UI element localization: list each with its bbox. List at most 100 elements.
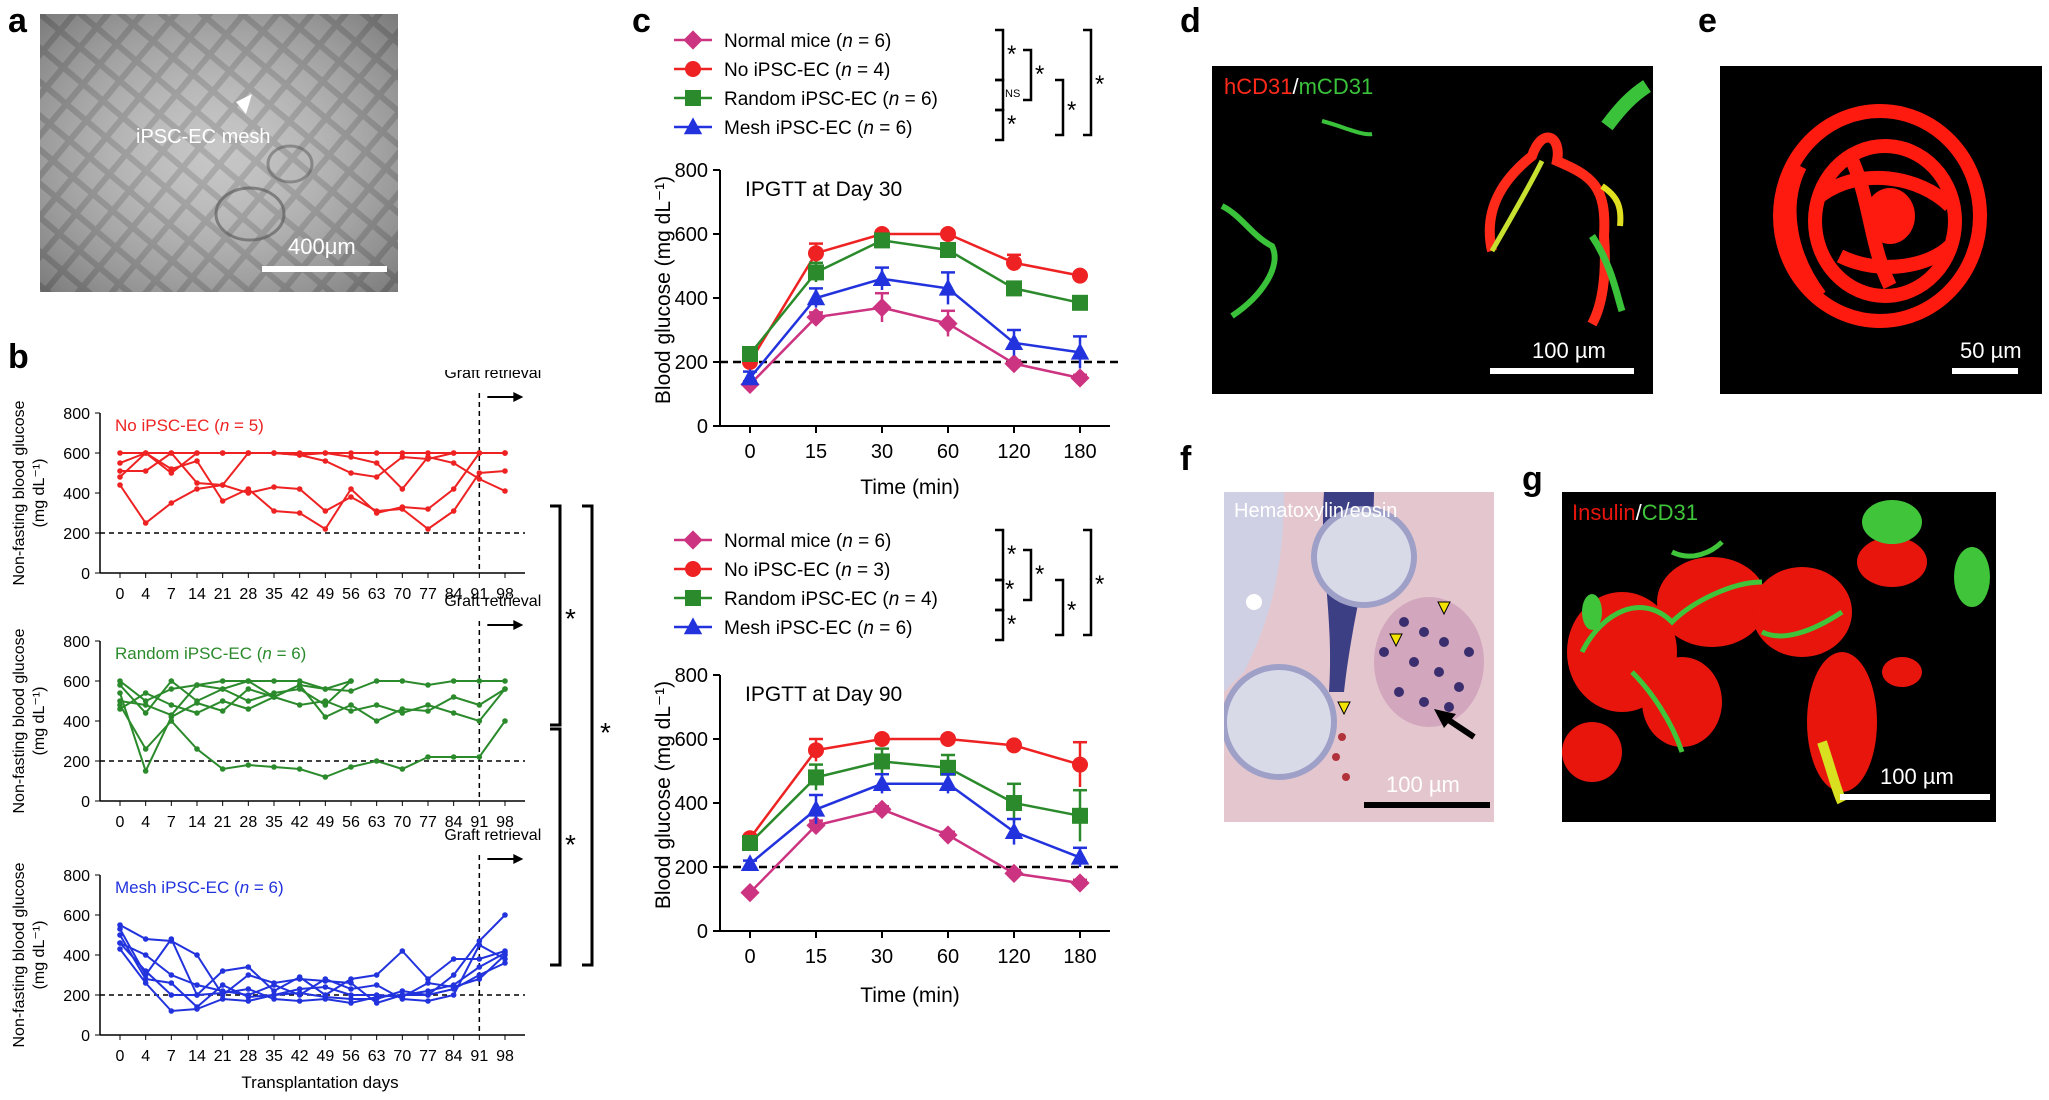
mesh-arrowhead-icon	[236, 94, 252, 114]
data-point	[476, 964, 483, 970]
data-point	[450, 986, 457, 992]
sig-label: *	[1095, 71, 1104, 98]
data-point-square	[742, 346, 758, 362]
data-point-diamond	[740, 883, 760, 903]
data-point	[219, 686, 226, 692]
data-point	[245, 972, 252, 978]
legend-marker-diamond	[683, 30, 703, 50]
data-point	[142, 520, 149, 526]
data-point	[296, 998, 303, 1004]
x-tick-label: 0	[744, 946, 755, 968]
data-point-triangle	[872, 774, 892, 791]
x-tick-label: 4	[141, 586, 150, 603]
data-point	[117, 450, 123, 456]
data-point	[296, 986, 303, 992]
data-point	[450, 972, 457, 978]
data-point	[348, 986, 354, 992]
sig-bracket	[1083, 28, 1093, 137]
series-line-4	[119, 688, 506, 723]
d-label-red: hCD31	[1224, 74, 1293, 99]
data-point	[373, 758, 380, 764]
x-tick-label: 35	[265, 1048, 283, 1065]
data-point	[322, 976, 329, 982]
sig-label: *	[1067, 97, 1076, 124]
data-point	[476, 678, 483, 684]
x-tick-label: 0	[744, 441, 755, 463]
data-point-circle	[808, 245, 824, 262]
data-point	[168, 972, 175, 978]
data-point	[168, 1008, 175, 1014]
data-point	[425, 682, 431, 688]
data-point	[348, 992, 354, 998]
data-point	[245, 678, 252, 684]
y-tick-label: 0	[81, 794, 90, 811]
data-point	[399, 454, 406, 460]
legend-marker-triangle	[683, 117, 703, 135]
data-point	[168, 718, 175, 724]
data-point-square	[1072, 294, 1088, 311]
data-point	[296, 452, 303, 458]
data-point	[142, 468, 149, 474]
data-point	[296, 678, 303, 684]
x-tick-label: 0	[116, 586, 125, 603]
data-point	[373, 678, 380, 684]
series-line	[749, 277, 1081, 379]
x-tick-label: 180	[1063, 946, 1096, 968]
data-point-square	[808, 769, 824, 786]
data-point	[219, 450, 226, 456]
data-point-square	[940, 242, 956, 258]
y-tick-label: 600	[675, 729, 708, 751]
data-point	[348, 702, 354, 708]
data-point	[502, 488, 508, 494]
data-point-triangle	[1070, 342, 1090, 360]
data-point	[322, 774, 329, 780]
data-point	[168, 936, 175, 942]
data-point	[399, 706, 406, 712]
series-line	[749, 737, 1081, 839]
x-tick-label: 91	[470, 1048, 488, 1065]
data-point	[425, 506, 431, 512]
insulin-image	[1562, 500, 1990, 805]
data-point	[425, 526, 431, 532]
data-point-circle	[940, 226, 956, 242]
data-point	[117, 460, 123, 466]
series-line-5	[119, 451, 505, 531]
sig-bracket	[995, 108, 1005, 142]
legend-label: Random iPSC-EC (n = 4)	[724, 589, 938, 610]
data-point	[245, 486, 252, 492]
data-point-diamond	[872, 799, 892, 819]
data-point	[348, 976, 354, 982]
x-tick-label: 49	[316, 814, 334, 831]
legend-label: Normal mice (n = 6)	[724, 31, 891, 52]
data-point-circle	[1072, 756, 1088, 773]
y-tick-label: 400	[675, 793, 708, 815]
data-point	[373, 702, 380, 708]
x-tick-label: 60	[937, 441, 959, 463]
data-point	[476, 956, 483, 962]
micrograph-vessel: 50 µm	[1720, 66, 2042, 394]
data-point	[117, 932, 123, 938]
x-tick-label: 77	[419, 814, 437, 831]
series-line	[749, 808, 1081, 894]
sig-label: NS	[1005, 88, 1020, 100]
panel-letter-b: b	[8, 338, 29, 376]
data-point	[373, 450, 380, 456]
y-tick-label: 800	[675, 160, 708, 182]
data-point	[476, 470, 483, 476]
data-point	[450, 460, 457, 466]
data-point	[296, 686, 303, 692]
sig-bracket	[1055, 578, 1065, 637]
x-tick-label: 7	[167, 586, 176, 603]
data-point	[502, 718, 508, 724]
retrieval-label: Graft retrieval	[444, 593, 541, 610]
data-point	[296, 702, 303, 708]
data-point-square	[874, 232, 890, 249]
series-line	[749, 239, 1081, 355]
chart-title: Mesh iPSC-EC (n = 6)	[115, 878, 284, 897]
panel-letter-d: d	[1180, 2, 1201, 40]
sig-label: *	[1095, 571, 1104, 598]
scale-bar-f	[1364, 802, 1490, 808]
series-line	[748, 232, 1081, 363]
data-point-triangle	[1070, 847, 1090, 865]
data-point	[476, 754, 483, 760]
